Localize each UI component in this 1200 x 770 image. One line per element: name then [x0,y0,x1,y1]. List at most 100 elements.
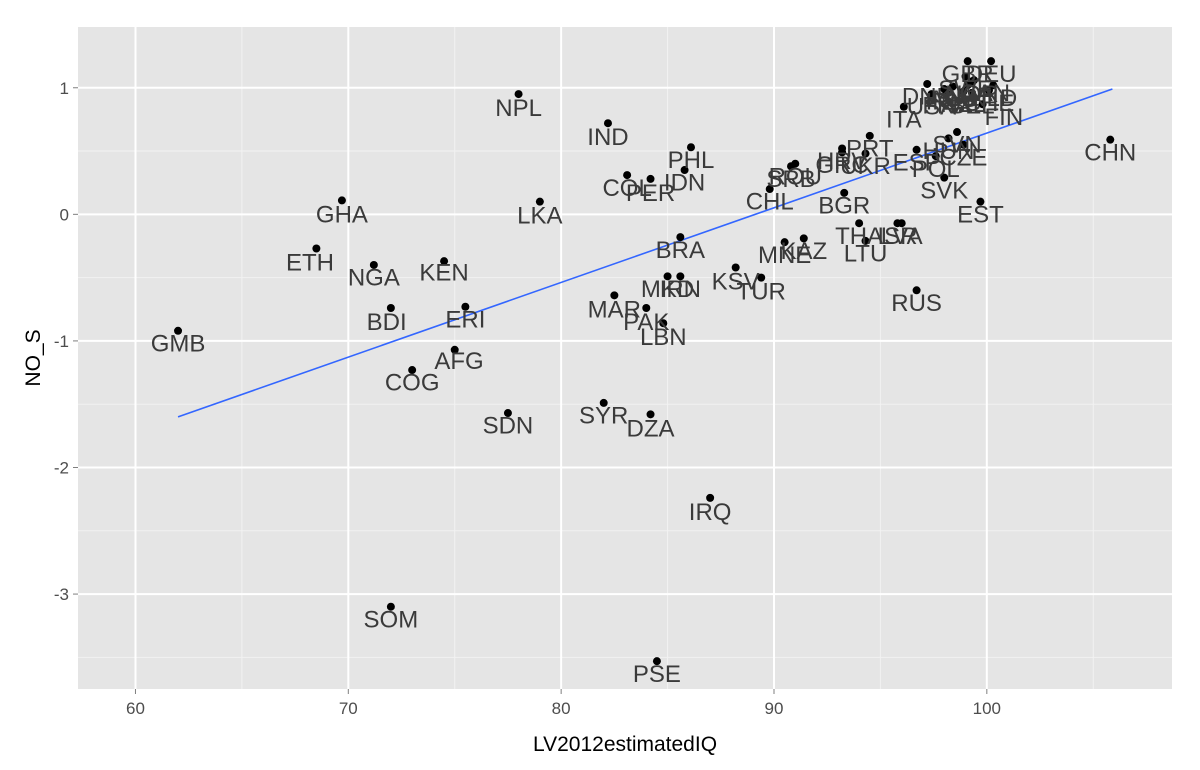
x-axis-title: LV2012estimatedIQ [533,733,717,756]
data-point [535,197,544,206]
data-point [976,197,985,206]
point-label: BGR [818,192,870,219]
data-point [514,90,523,99]
data-point [840,188,849,197]
data-point [765,185,774,194]
point-label: SDN [483,413,534,440]
point-label: CZE [939,144,987,171]
x-tick-label: 90 [765,699,784,718]
point-label: HUN [923,138,975,165]
x-axis: 60 70 80 90 100 [126,689,1001,718]
point-label: ROU [769,163,822,190]
data-point [461,302,470,311]
point-label: UKR [840,153,891,180]
data-point [865,131,874,140]
point-label: GHA [316,201,368,228]
data-point [642,304,651,313]
point-label: MKD [641,276,694,303]
data-point [646,410,655,419]
data-point [959,87,968,96]
point-label: LBN [640,324,687,351]
point-label: AUT [944,85,992,112]
data-point [944,134,953,143]
data-point [861,149,870,158]
y-tick-label: -2 [54,458,69,477]
data-point [967,88,976,97]
point-label: BRA [656,237,705,264]
grid-minor [78,27,1172,689]
point-label: SRB [766,166,815,193]
data-point [899,102,908,111]
data-point [369,260,378,269]
point-label: EST [957,201,1004,228]
data-point [923,79,932,88]
data-point [603,119,612,128]
point-label: PER [626,180,675,207]
data-point [953,128,962,137]
data-point [787,162,796,171]
data-point [386,602,395,611]
point-label: NLD [969,85,1017,112]
point-label: SWE [938,76,993,103]
point-label: DZA [627,415,675,442]
data-point [961,72,970,81]
data-point [676,233,685,242]
point-label: NPL [495,95,542,122]
point-label: CHL [746,189,794,216]
point-label: IRN [660,276,701,303]
point-label: CHN [1084,139,1136,166]
point-label: PSE [633,661,681,688]
point-label: KEN [419,260,468,287]
data-point [984,86,993,95]
point-label: ITA [886,106,922,133]
plot-panel [78,27,1172,689]
point-label: IRL [926,89,963,116]
data-point [838,144,847,153]
point-label: PRT [846,136,894,163]
data-point [931,152,940,161]
data-point [780,238,789,247]
point-label: LKA [517,203,562,230]
data-point [440,257,449,266]
data-point [408,366,417,375]
point-label: COL [602,175,651,202]
point-label: NOR [945,81,998,108]
data-point [174,326,183,335]
point-label: USA [907,94,956,121]
data-point [912,286,921,295]
point-label: ETH [286,249,334,276]
data-point [599,398,608,407]
point-label: DEU [966,61,1017,88]
point-label: PAK [623,309,669,336]
data-point [799,234,808,243]
point-label: CAN [959,80,1010,107]
data-point [855,219,864,228]
point-label: IND [587,124,628,151]
x-tick-label: 70 [339,699,358,718]
y-axis: -3 -2 -1 0 1 [54,79,78,604]
x-tick-label: 80 [552,699,571,718]
point-label: ESP [893,149,941,176]
point-label: TUR [737,279,786,306]
point-label: SYR [579,403,628,430]
point-label: GMB [151,330,206,357]
point-label: CHE [964,90,1015,117]
point-label: ISR [877,223,917,250]
point-label: KAZ [780,238,827,265]
data-point [623,171,632,180]
point-label: SOM [364,606,419,633]
point-label: KSV [712,268,760,295]
y-tick-label: 1 [60,79,69,98]
data-point [942,88,951,97]
point-label: NGA [348,265,400,292]
y-tick-label: -1 [54,332,69,351]
point-label: COG [385,370,440,397]
point-label: BDI [367,309,407,336]
x-tick-label: 100 [973,699,1001,718]
point-label: BEL [949,92,994,119]
point-label: IRQ [689,499,732,526]
data-point [610,291,619,300]
data-point [663,272,672,281]
point-label: MAR [588,296,641,323]
